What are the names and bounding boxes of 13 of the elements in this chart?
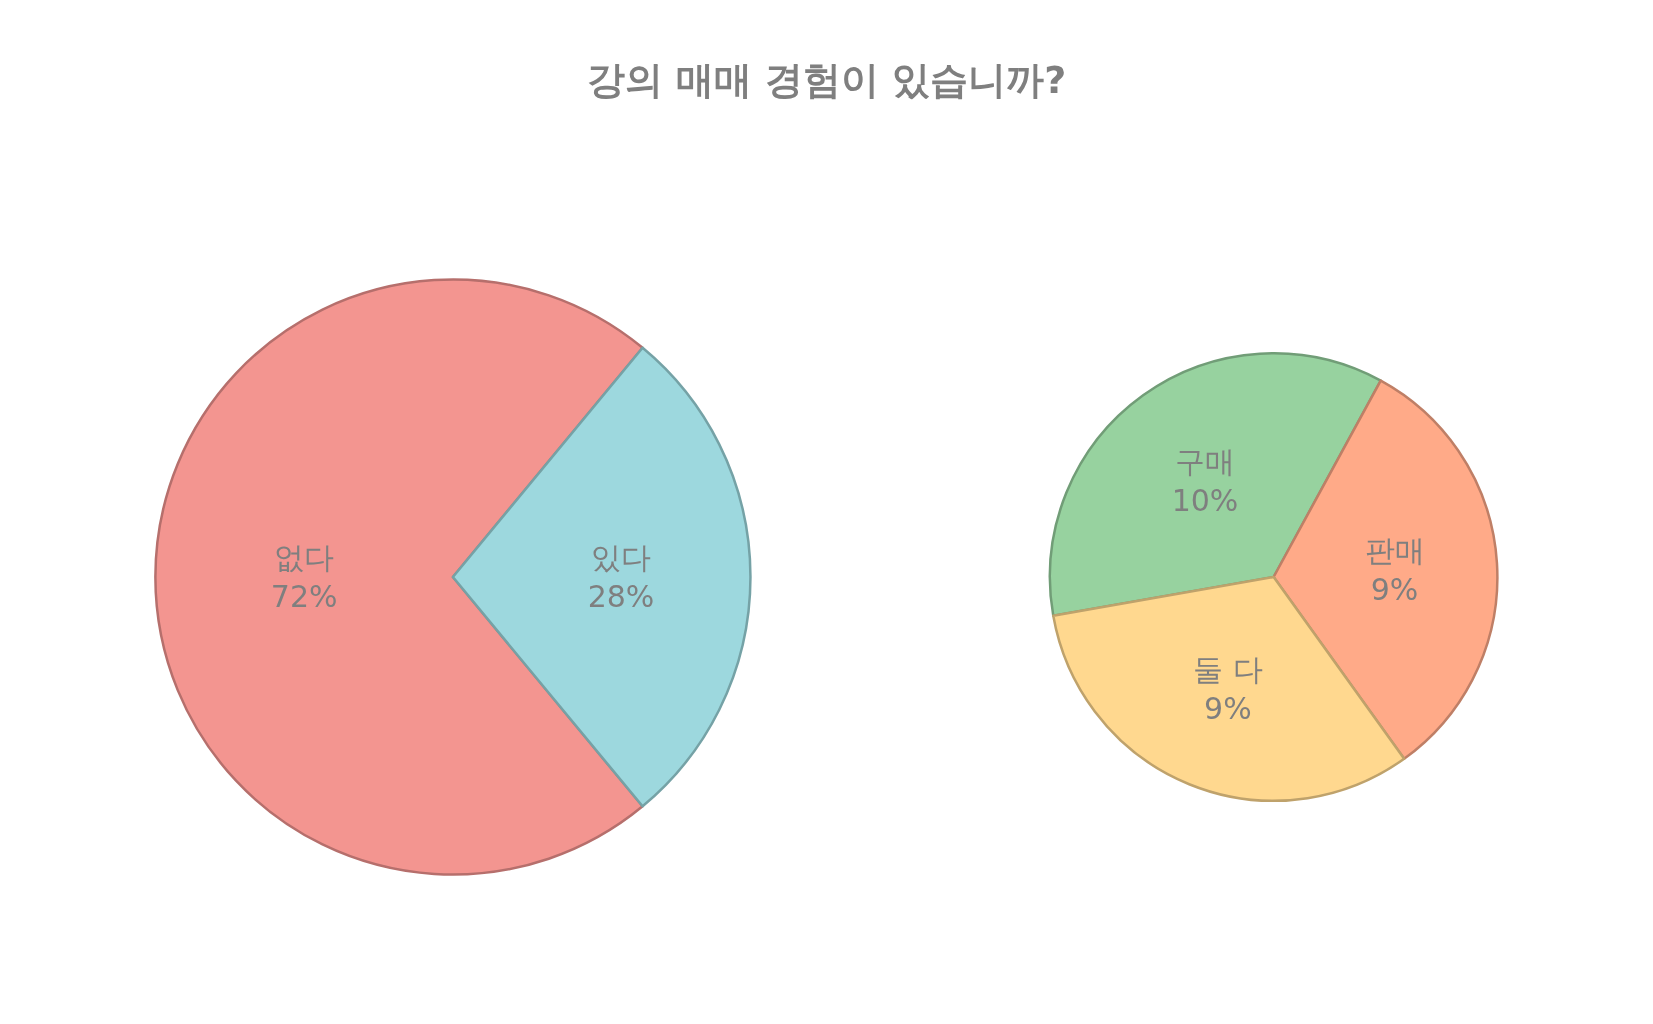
data-label: 9% (1370, 571, 1419, 607)
data-label: 28% (587, 579, 655, 615)
slice-label: 둘 다 (1193, 652, 1263, 688)
slice-label: 판매 (1364, 532, 1425, 568)
data-label: 10% (1171, 483, 1239, 519)
chart-title: 강의 매매 경험이 있습니까? (586, 58, 1067, 103)
pie-slice (451, 346, 752, 808)
pie-slice (1272, 379, 1499, 761)
data-label: 72% (270, 579, 338, 615)
slice-label: 구매 (1174, 444, 1235, 480)
data-label: 9% (1204, 691, 1252, 727)
slice-label: 없다 (274, 540, 335, 576)
slice-label: 있다 (590, 540, 651, 576)
